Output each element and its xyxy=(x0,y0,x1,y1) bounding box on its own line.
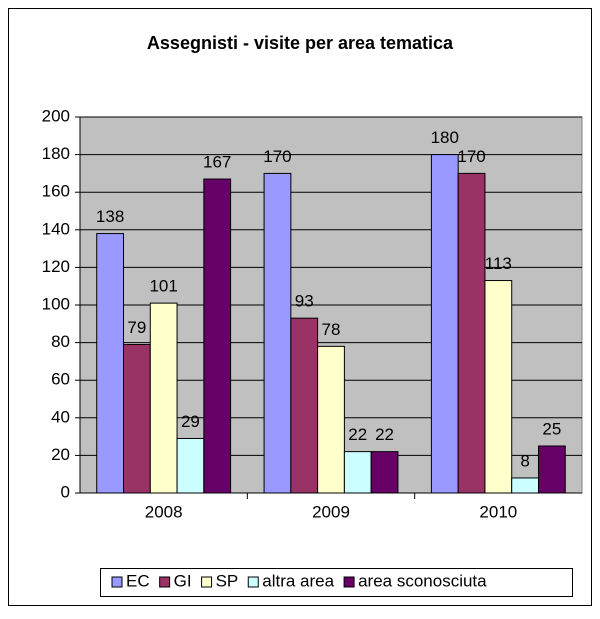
data-label: 22 xyxy=(375,425,394,444)
data-label: 93 xyxy=(295,292,314,311)
legend-label: SP xyxy=(216,571,239,590)
bar xyxy=(263,172,292,494)
data-label: 113 xyxy=(485,254,512,273)
bar xyxy=(290,317,319,494)
data-label: 29 xyxy=(181,412,200,431)
data-label: 180 xyxy=(431,128,459,147)
bar xyxy=(123,343,151,494)
bar xyxy=(370,451,399,494)
bar xyxy=(484,280,513,494)
bar xyxy=(176,437,205,494)
legend-swatch xyxy=(159,576,171,588)
legend-swatch xyxy=(201,576,213,588)
bar xyxy=(96,233,125,494)
bar xyxy=(457,172,486,494)
bar xyxy=(537,445,566,494)
x-tick-label: 2009 xyxy=(312,502,350,521)
legend-swatch xyxy=(343,576,355,588)
y-tick-label: 0 xyxy=(61,482,70,501)
legend-label: altra area xyxy=(262,571,334,590)
x-tick-label: 2008 xyxy=(145,502,183,521)
data-label: 170 xyxy=(263,147,291,166)
bar xyxy=(511,477,539,494)
data-label: 25 xyxy=(542,419,561,438)
y-tick-label: 20 xyxy=(51,445,70,464)
bar xyxy=(430,154,459,494)
bar xyxy=(149,302,178,494)
y-tick-label: 180 xyxy=(42,144,70,163)
y-tick-label: 40 xyxy=(51,407,70,426)
legend-box xyxy=(100,568,573,597)
bar xyxy=(317,345,345,494)
data-label: 79 xyxy=(127,318,146,337)
legend-label: area sconosciuta xyxy=(358,571,487,590)
y-tick-label: 140 xyxy=(42,219,70,238)
bar xyxy=(343,451,372,494)
data-label: 8 xyxy=(520,451,529,470)
y-tick-label: 100 xyxy=(42,294,70,313)
y-tick-label: 80 xyxy=(51,332,70,351)
legend-swatch xyxy=(111,576,123,588)
chart-title: Assegnisti - visite per area tematica xyxy=(147,33,454,53)
y-tick-label: 60 xyxy=(51,370,70,389)
bar xyxy=(203,178,232,494)
legend-swatch xyxy=(247,576,259,588)
y-tick-label: 160 xyxy=(42,182,70,201)
data-label: 101 xyxy=(149,277,177,296)
data-label: 78 xyxy=(322,320,341,339)
legend-label: GI xyxy=(174,571,192,590)
legend-label: EC xyxy=(126,571,150,590)
y-tick-label: 200 xyxy=(42,106,70,125)
data-label: 170 xyxy=(457,147,485,166)
y-tick-label: 120 xyxy=(42,257,70,276)
x-tick-label: 2010 xyxy=(479,502,517,521)
data-label: 167 xyxy=(203,153,231,172)
data-label: 22 xyxy=(348,425,367,444)
data-label: 138 xyxy=(96,207,124,226)
